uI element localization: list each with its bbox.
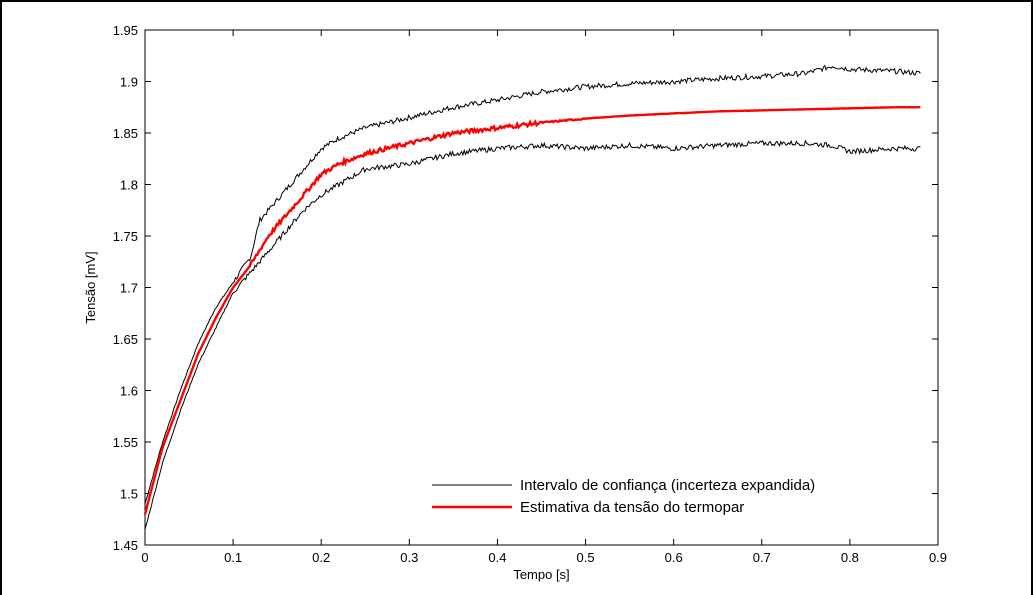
x-tick-label: 0.1 [224,550,242,565]
y-axis-ticks: 1.45 1.5 1.55 1.6 1.65 1.7 1.75 1.8 1.85 1.9 1.95 [113,23,938,553]
y-tick-label: 1.9 [120,75,138,90]
legend: Intervalo de confiança (incerteza expand… [432,477,815,516]
series-line-estimate [143,105,921,515]
y-tick-label: 1.85 [113,126,138,141]
series-layer [143,64,921,530]
y-tick-label: 1.6 [120,384,138,399]
x-tick-label: 0.6 [665,550,683,565]
y-tick-label: 1.55 [113,435,138,450]
x-tick-label: 0.2 [312,550,330,565]
x-axis-label: Tempo [s] [513,567,569,582]
y-tick-label: 1.95 [113,23,138,38]
x-tick-label: 0.3 [400,550,418,565]
y-tick-label: 1.7 [120,281,138,296]
plot-area [144,29,939,546]
x-tick-label: 0.4 [488,550,506,565]
y-tick-label: 1.65 [113,332,138,347]
y-axis-label: Tensão [mV] [83,251,98,323]
x-tick-label: 0.5 [577,550,595,565]
x-axis-ticks: 0 0.1 0.2 0.3 0.4 0.5 0.6 0.7 0.8 0.9 [141,30,947,565]
y-tick-label: 1.8 [120,178,138,193]
y-tick-label: 1.45 [113,538,138,553]
series-line-interval-upper [144,64,921,504]
x-tick-label: 0 [141,550,148,565]
x-tick-label: 0.8 [841,550,859,565]
y-tick-label: 1.75 [113,229,138,244]
series-line-interval-lower [144,139,921,530]
x-tick-label: 0.7 [753,550,771,565]
legend-label-interval: Intervalo de confiança (incerteza expand… [520,477,815,494]
legend-label-estimate: Estimativa da tensão do termopar [520,499,744,516]
y-tick-label: 1.5 [120,487,138,502]
x-tick-label: 0.9 [929,550,947,565]
